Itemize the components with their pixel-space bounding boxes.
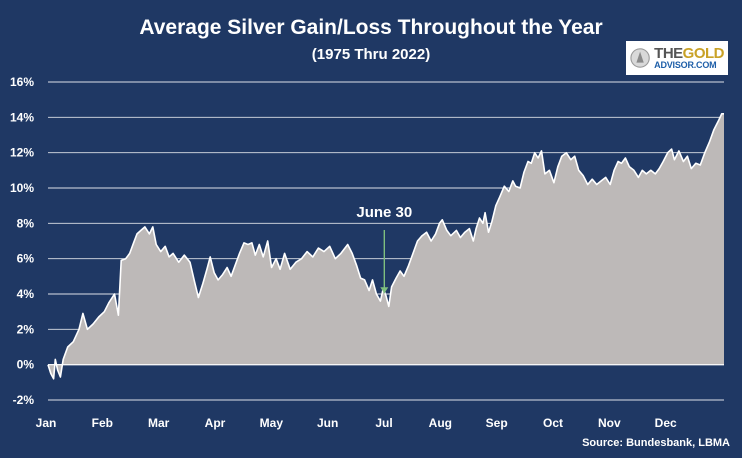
y-tick-label: 10% [10, 181, 34, 195]
x-tick-label: Sep [486, 416, 508, 430]
y-tick-label: 6% [17, 252, 35, 266]
source-note: Source: Bundesbank, LBMA [582, 437, 730, 449]
x-tick-label: Mar [148, 416, 170, 430]
series-line [47, 113, 724, 380]
y-tick-label: 14% [10, 110, 34, 124]
logo-line1: THEGOLD [654, 46, 724, 61]
y-tick-label: 4% [17, 287, 35, 301]
logo-the: THE [654, 45, 683, 62]
logo-gold: GOLD [682, 45, 725, 62]
x-tick-label: Aug [429, 416, 452, 430]
x-tick-label: Jul [375, 416, 392, 430]
logo-text: THEGOLD ADVISOR.COM [654, 46, 724, 70]
x-tick-label: Oct [543, 416, 563, 430]
y-tick-label: 8% [17, 216, 35, 230]
area-fill [48, 113, 724, 379]
x-tick-label: Nov [598, 416, 621, 430]
y-tick-label: 0% [17, 358, 35, 372]
x-tick-label: Feb [92, 416, 113, 430]
x-tick-label: Dec [655, 416, 677, 430]
logo-line2: ADVISOR.COM [654, 60, 717, 70]
x-tick-label: May [260, 416, 284, 430]
chart-title: Average Silver Gain/Loss Throughout the … [139, 16, 603, 39]
annotation-arrowhead [380, 287, 389, 294]
y-tick-label: 12% [10, 146, 34, 160]
annotation-label: June 30 [356, 204, 412, 221]
y-tick-label: 16% [10, 75, 34, 89]
y-tick-label: 2% [17, 322, 35, 336]
y-tick-label: -2% [13, 393, 35, 407]
the-gold-advisor-logo: THEGOLD ADVISOR.COM [626, 41, 728, 75]
coin-icon [630, 48, 650, 68]
x-tick-label: Jun [317, 416, 338, 430]
chart-subtitle: (1975 Thru 2022) [311, 46, 431, 63]
x-tick-label: Jan [36, 416, 57, 430]
x-tick-label: Apr [205, 416, 226, 430]
